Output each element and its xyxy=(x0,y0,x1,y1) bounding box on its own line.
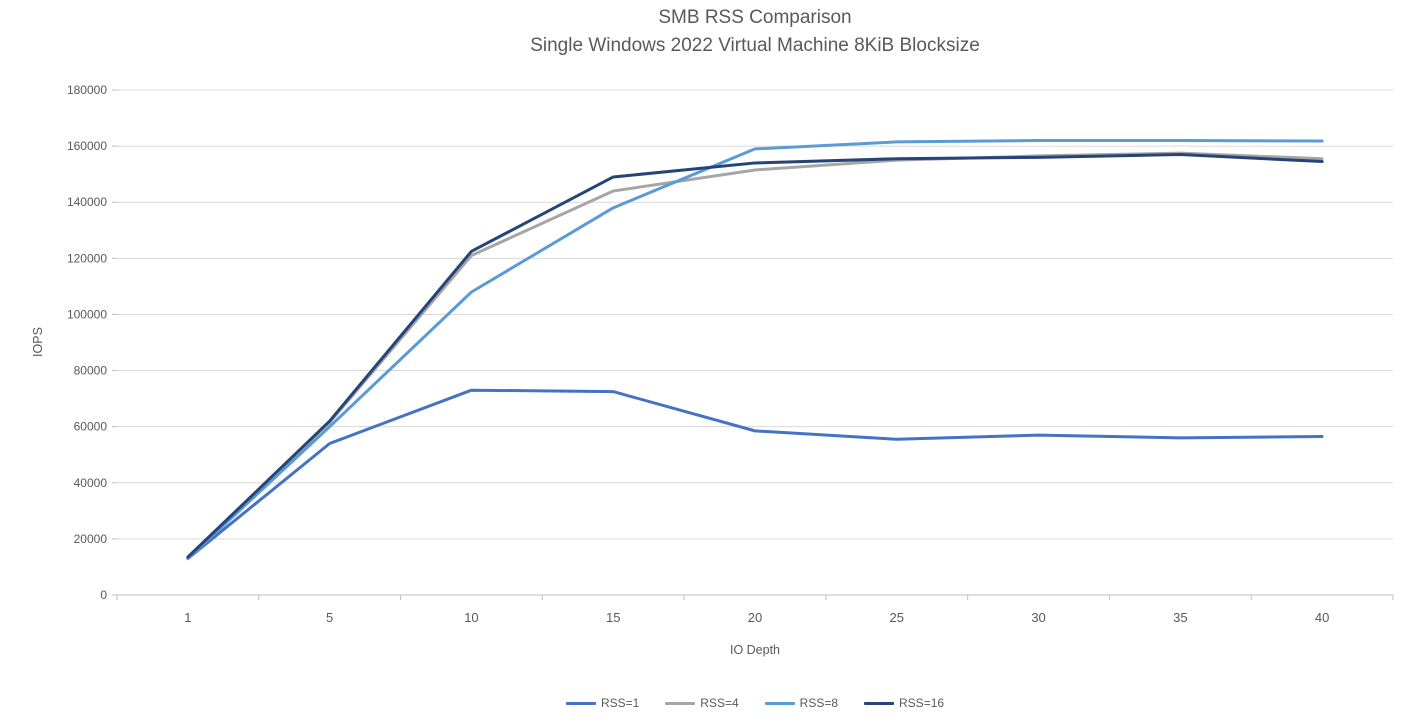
chart-title-line1: SMB RSS Comparison xyxy=(658,7,852,28)
y-tick-label: 40000 xyxy=(74,476,108,490)
chart-title-line2: Single Windows 2022 Virtual Machine 8KiB… xyxy=(530,35,980,56)
legend-item-RSS=1: RSS=1 xyxy=(565,696,640,710)
chart-title: SMB RSS Comparison Single Windows 2022 V… xyxy=(117,4,1393,60)
y-tick-label: 180000 xyxy=(67,83,107,97)
legend-label: RSS=4 xyxy=(700,696,739,710)
y-tick-label: 120000 xyxy=(67,251,107,265)
x-tick-label: 30 xyxy=(1031,610,1045,625)
x-axis-title: IO Depth xyxy=(729,643,781,657)
legend-line-swatch-icon xyxy=(565,701,596,705)
y-tick-label: 140000 xyxy=(67,195,107,209)
y-tick-label: 80000 xyxy=(74,364,108,378)
x-tick-label: 5 xyxy=(326,610,333,625)
legend-line-swatch-icon xyxy=(764,701,795,705)
x-tick-label: 35 xyxy=(1173,610,1187,625)
series-line-RSS=16 xyxy=(186,153,1324,559)
y-tick-label: 20000 xyxy=(74,532,108,546)
y-axis-title: IOPS xyxy=(31,327,45,357)
x-tick-label: 1 xyxy=(184,610,191,625)
y-tick-label: 0 xyxy=(100,588,107,602)
x-tick-label: 20 xyxy=(748,610,762,625)
y-tick-label: 60000 xyxy=(74,420,108,434)
legend-item-RSS=4: RSS=4 xyxy=(665,696,739,710)
x-tick-label: 15 xyxy=(606,610,620,625)
legend-line-swatch-icon xyxy=(665,701,696,705)
series-line-RSS=1 xyxy=(186,388,1324,561)
x-tick-label: 10 xyxy=(464,610,478,625)
legend-label: RSS=8 xyxy=(799,696,839,710)
y-tick-label: 160000 xyxy=(67,139,107,153)
legend-item-RSS=16: RSS=16 xyxy=(864,696,944,710)
x-tick-label: 40 xyxy=(1315,610,1329,625)
legend-label: RSS=1 xyxy=(600,696,640,710)
x-tick-label: 25 xyxy=(890,610,904,625)
series-line-RSS=4 xyxy=(186,151,1324,559)
legend: RSS=1 RSS=4 RSS=8 RSS=16 xyxy=(117,696,1393,710)
legend-line-swatch-icon xyxy=(864,701,895,705)
legend-item-RSS=8: RSS=8 xyxy=(764,696,839,710)
legend-label: RSS=16 xyxy=(899,696,945,710)
series-line-RSS=8 xyxy=(186,139,1324,561)
y-tick-label: 100000 xyxy=(67,307,107,321)
